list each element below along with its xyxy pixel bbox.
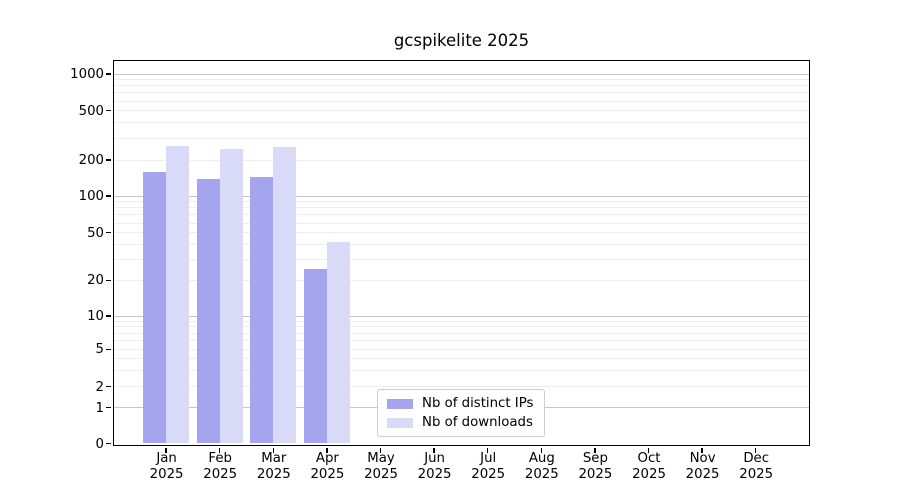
y-tick: [106, 442, 111, 445]
gridline-minor: [114, 85, 809, 87]
bar-distinct-ips-3: [303, 268, 327, 444]
x-tick-label: Jul 2025: [471, 451, 506, 482]
y-tick-label: 0: [95, 436, 104, 452]
legend-swatch-distinct-ips: [387, 398, 413, 409]
gridline-minor: [114, 386, 809, 388]
x-tick: [647, 447, 650, 453]
y-tick-label: 1000: [70, 67, 104, 82]
x-tick-label: Nov 2025: [685, 451, 720, 482]
y-tick: [106, 195, 111, 197]
y-tick: [106, 348, 111, 351]
y-tick-label: 5: [95, 342, 104, 358]
gridline-minor: [114, 258, 809, 260]
y-tick: [106, 159, 111, 161]
x-tick: [540, 447, 543, 453]
y-tick-label: 2: [95, 379, 104, 395]
gridline-major: [114, 73, 809, 75]
y-tick-label: 500: [78, 103, 104, 119]
gridline-minor: [114, 222, 809, 224]
x-tick-label: Feb 2025: [203, 451, 238, 482]
y-tick-label: 10: [87, 309, 104, 324]
gridline-minor: [114, 137, 809, 139]
gridline-minor: [114, 348, 809, 350]
x-tick: [379, 447, 382, 453]
x-tick-label: Dec 2025: [739, 451, 774, 482]
gridline-major: [114, 315, 809, 317]
x-tick-label: Jun 2025: [417, 451, 452, 482]
gridline-minor: [114, 320, 809, 322]
gridline-minor: [114, 110, 809, 112]
gridline-minor: [114, 201, 809, 203]
legend-item-distinct-ips: Nb of distinct IPs: [387, 396, 533, 411]
gridline-minor: [114, 79, 809, 81]
bar-downloads-2: [273, 146, 297, 444]
y-tick: [106, 109, 111, 112]
gridline-minor: [114, 357, 809, 359]
gridline-minor: [114, 100, 809, 102]
bar-distinct-ips-0: [143, 171, 167, 444]
x-tick: [486, 447, 489, 453]
y-tick-label: 100: [78, 189, 104, 204]
plot-area: [106, 59, 810, 453]
gridline-major: [114, 195, 809, 197]
y-tick-label: 50: [87, 225, 104, 241]
x-tick: [218, 447, 221, 453]
gridline-minor: [114, 122, 809, 124]
legend-label-distinct-ips: Nb of distinct IPs: [422, 396, 534, 411]
x-tick: [754, 447, 757, 453]
gridline-minor: [114, 279, 809, 281]
x-tick: [433, 447, 435, 453]
gridline-minor: [114, 326, 809, 328]
legend-label-downloads: Nb of downloads: [422, 415, 533, 430]
y-tick: [106, 385, 111, 388]
chart-title: gcspikelite 2025: [393, 31, 530, 50]
x-tick-label: Jan 2025: [149, 451, 184, 482]
y-tick-label: 20: [87, 273, 104, 289]
y-tick-label: 200: [78, 153, 104, 168]
gridline-minor: [114, 207, 809, 209]
x-tick-label: Aug 2025: [524, 451, 559, 482]
y-tick: [106, 73, 111, 75]
bar-downloads-0: [166, 145, 190, 444]
x-tick: [594, 447, 596, 453]
bar-distinct-ips-1: [196, 178, 220, 444]
x-tick-label: Mar 2025: [256, 451, 291, 482]
gridline-minor: [114, 159, 809, 161]
gridline-minor: [114, 92, 809, 94]
y-tick-label: 1: [95, 400, 104, 416]
gridline-minor: [114, 243, 809, 245]
x-tick-label: Sep 2025: [578, 451, 613, 482]
x-tick: [701, 447, 703, 453]
x-tick: [165, 447, 167, 453]
legend-swatch-downloads: [387, 417, 413, 428]
y-tick: [106, 231, 111, 234]
bar-distinct-ips-2: [250, 176, 274, 444]
gridline-minor: [114, 340, 809, 342]
y-tick: [106, 315, 111, 317]
legend-item-downloads: Nb of downloads: [387, 415, 533, 430]
gridline-minor: [114, 369, 809, 371]
x-tick-label: Oct 2025: [632, 451, 666, 482]
x-tick-label: May 2025: [364, 451, 398, 482]
gridline-minor: [114, 232, 809, 234]
bar-downloads-1: [219, 149, 243, 444]
bar-downloads-3: [326, 241, 350, 444]
legend: Nb of distinct IPs Nb of downloads: [377, 389, 546, 437]
x-tick: [272, 447, 275, 453]
x-tick: [326, 447, 328, 453]
gridline-minor: [114, 214, 809, 216]
y-tick: [106, 279, 111, 282]
y-tick: [106, 406, 111, 409]
gridline-minor: [114, 332, 809, 334]
x-tick-label: Apr 2025: [310, 451, 345, 482]
